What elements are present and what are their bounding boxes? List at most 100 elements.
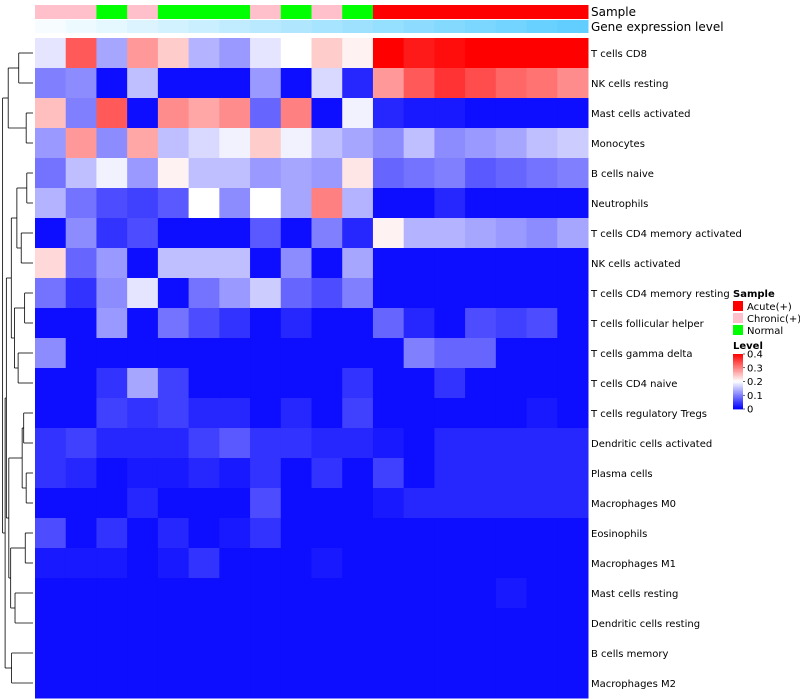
level-legend-gradient-step [733, 406, 743, 409]
level-legend-gradient-step [733, 396, 743, 399]
gene-expression-annotation-cell [495, 20, 528, 33]
heatmap-cell [250, 518, 282, 549]
heatmap-cell [465, 548, 497, 579]
heatmap-cells [35, 38, 589, 699]
heatmap-cell [434, 128, 466, 159]
heatmap-cell [96, 488, 128, 519]
heatmap-cell [403, 638, 435, 669]
heatmap-cell [127, 668, 159, 699]
heatmap-cell [311, 428, 343, 459]
gene-expression-track-label: Gene expression level [591, 20, 724, 34]
heatmap-cell [311, 248, 343, 279]
sample-annotation-cell [96, 5, 128, 19]
heatmap-cell [403, 578, 435, 609]
heatmap-cell [188, 638, 220, 669]
sample-annotation-cell [403, 5, 435, 19]
heatmap-cell [96, 578, 128, 609]
heatmap-cell [311, 68, 343, 99]
heatmap-cell [219, 158, 251, 189]
heatmap-cell [96, 128, 128, 159]
level-legend-tick-label: 0.3 [747, 363, 763, 374]
gene-expression-annotation-cell [372, 20, 405, 33]
heatmap-cell [35, 98, 67, 129]
heatmap-cell [372, 158, 405, 189]
heatmap-cell [250, 548, 282, 579]
heatmap-cell [557, 368, 589, 399]
heatmap-cell [372, 98, 405, 129]
heatmap-cell [96, 68, 128, 99]
heatmap-cell [65, 518, 97, 549]
heatmap-cell [434, 548, 466, 579]
level-legend-tick-label: 0 [747, 405, 753, 416]
heatmap-cell [557, 158, 589, 189]
heatmap-cell [219, 338, 251, 369]
row-label: B cells memory [591, 649, 668, 660]
heatmap-cell [311, 578, 343, 609]
heatmap-cell [96, 188, 128, 219]
sample-annotation-cell [557, 5, 589, 19]
heatmap-cell [465, 488, 497, 519]
heatmap-cell [127, 98, 159, 129]
heatmap-cell [188, 368, 220, 399]
heatmap-cell [219, 398, 251, 429]
heatmap-cell [280, 548, 312, 579]
heatmap-cell [403, 158, 435, 189]
heatmap-cell [342, 548, 374, 579]
heatmap-cell [557, 578, 589, 609]
heatmap-cell [280, 578, 312, 609]
heatmap-cell [311, 278, 343, 309]
level-legend-gradient-step [733, 370, 743, 373]
heatmap-cell [434, 158, 466, 189]
heatmap-cell [188, 338, 220, 369]
heatmap-cell [65, 218, 97, 249]
sample-annotation-cell [342, 5, 374, 19]
heatmap-cell [157, 338, 190, 369]
heatmap-cell [495, 578, 528, 609]
row-label: B cells naive [591, 169, 654, 180]
heatmap-cell [557, 638, 589, 669]
heatmap-cell [127, 38, 159, 69]
heatmap-cell [495, 98, 528, 129]
heatmap-cell [35, 308, 67, 339]
heatmap-cell [403, 248, 435, 279]
heatmap-cell [526, 38, 558, 69]
heatmap-cell [250, 428, 282, 459]
heatmap-cell [372, 308, 405, 339]
heatmap-cell [526, 398, 558, 429]
heatmap-cell [311, 128, 343, 159]
level-legend-gradient-step [733, 384, 743, 387]
heatmap-cell [495, 458, 528, 489]
heatmap-cell [434, 308, 466, 339]
heatmap-cell [403, 608, 435, 639]
heatmap-cell [219, 308, 251, 339]
heatmap-cell [495, 398, 528, 429]
heatmap-cell [372, 518, 405, 549]
heatmap-cell [557, 668, 589, 699]
heatmap-cell [157, 218, 190, 249]
heatmap-cell [280, 608, 312, 639]
heatmap-cell [465, 98, 497, 129]
heatmap-cell [495, 488, 528, 519]
heatmap-cell [188, 218, 220, 249]
heatmap-cell [219, 488, 251, 519]
heatmap-cell [465, 278, 497, 309]
heatmap-cell [65, 548, 97, 579]
heatmap-cell [342, 128, 374, 159]
level-legend-tick-label: 0.1 [747, 391, 763, 402]
heatmap-cell [526, 368, 558, 399]
heatmap-cell [188, 128, 220, 159]
row-label: T cells follicular helper [590, 319, 705, 330]
heatmap-cell [35, 38, 67, 69]
heatmap-cell [495, 518, 528, 549]
heatmap-cell [495, 158, 528, 189]
level-legend-gradient-step [733, 393, 743, 396]
heatmap-cell [157, 638, 190, 669]
heatmap-cell [35, 248, 67, 279]
sample-legend-swatch [733, 301, 743, 311]
heatmap-cell [250, 398, 282, 429]
heatmap-cell [465, 338, 497, 369]
level-legend-gradient-step [733, 388, 743, 391]
heatmap-cell [35, 68, 67, 99]
heatmap-cell [372, 548, 405, 579]
heatmap-cell [372, 638, 405, 669]
